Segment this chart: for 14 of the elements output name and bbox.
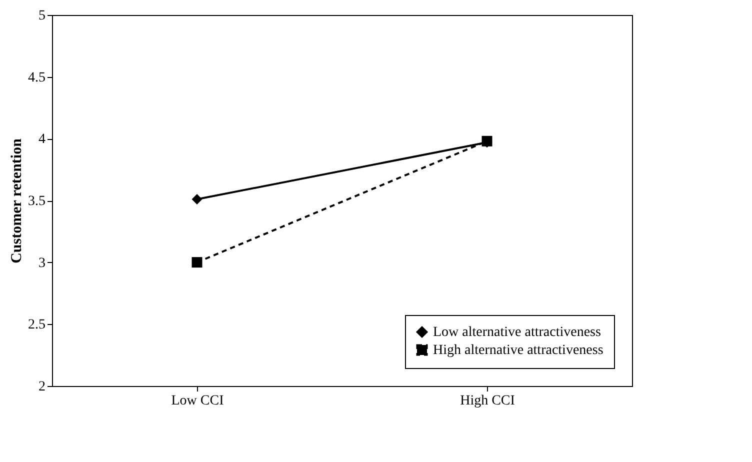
y-tick-label: 2: [38, 380, 46, 394]
y-tick-label: 4: [38, 132, 46, 148]
y-axis-title: Customer retention: [9, 138, 25, 264]
y-tick-label: 3: [38, 256, 46, 271]
point: [192, 194, 202, 205]
x-tick-label: Low CCI: [171, 394, 224, 408]
y-tick-label: 5: [38, 8, 46, 24]
y-tick-label: 3.5: [28, 194, 46, 209]
legend-label: High alternative attractiveness: [433, 343, 604, 358]
legend-label: Low alternative attractiveness: [433, 325, 601, 340]
x-tick-label: High CCI: [460, 394, 516, 408]
point: [192, 257, 202, 268]
y-tick-label: 2.5: [28, 318, 46, 333]
y-tick-label: 4.5: [28, 70, 46, 86]
